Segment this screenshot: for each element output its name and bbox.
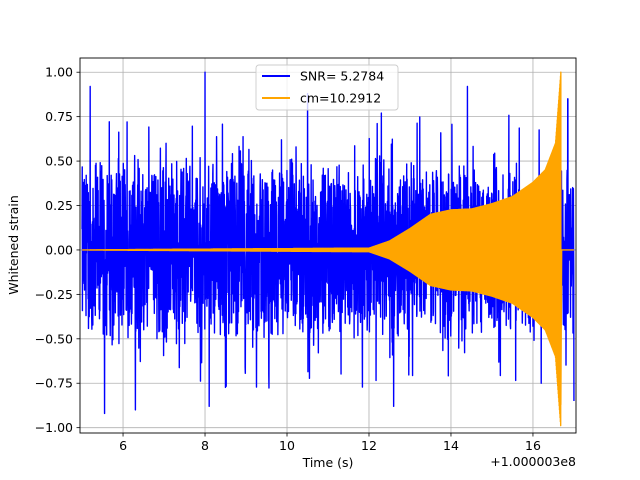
legend-label-cm: cm=10.2912 (300, 91, 381, 106)
plot-area (81, 71, 575, 427)
y-tick-label: 0.50 (45, 154, 73, 169)
y-tick-label: −0.25 (35, 287, 73, 302)
ticks-layer: 6 8 10 12 14 16 −1.00 −0.75 −0.50 −0.25 0.00 0.25 0.… (35, 65, 541, 453)
y-tick-label: 0.25 (45, 198, 73, 213)
y-tick-label: −0.50 (35, 331, 73, 346)
y-tick-label: −0.75 (35, 376, 73, 391)
x-tick-label: 8 (201, 438, 209, 453)
y-tick-label: −1.00 (35, 420, 73, 435)
y-axis-label: Whitened strain (6, 195, 21, 294)
x-tick-label: 6 (119, 438, 127, 453)
legend-label-snr: SNR= 5.2784 (300, 69, 384, 84)
series-line-cm (81, 71, 574, 427)
x-offset-label: +1.000003e8 (490, 454, 576, 469)
series-layer (81, 71, 575, 427)
x-tick-label: 16 (525, 438, 541, 453)
x-axis-label: Time (s) (302, 455, 354, 470)
x-tick-label: 10 (279, 438, 295, 453)
legend: SNR= 5.2784 cm=10.2912 (255, 64, 399, 111)
x-tick-label: 12 (361, 438, 377, 453)
x-tick-label: 14 (443, 438, 459, 453)
legend-box (255, 64, 399, 111)
plot-frame (79, 57, 577, 434)
y-tick-label: 0.75 (45, 109, 73, 124)
y-tick-label: 1.00 (45, 65, 73, 80)
y-tick-label: 0.00 (45, 242, 73, 257)
